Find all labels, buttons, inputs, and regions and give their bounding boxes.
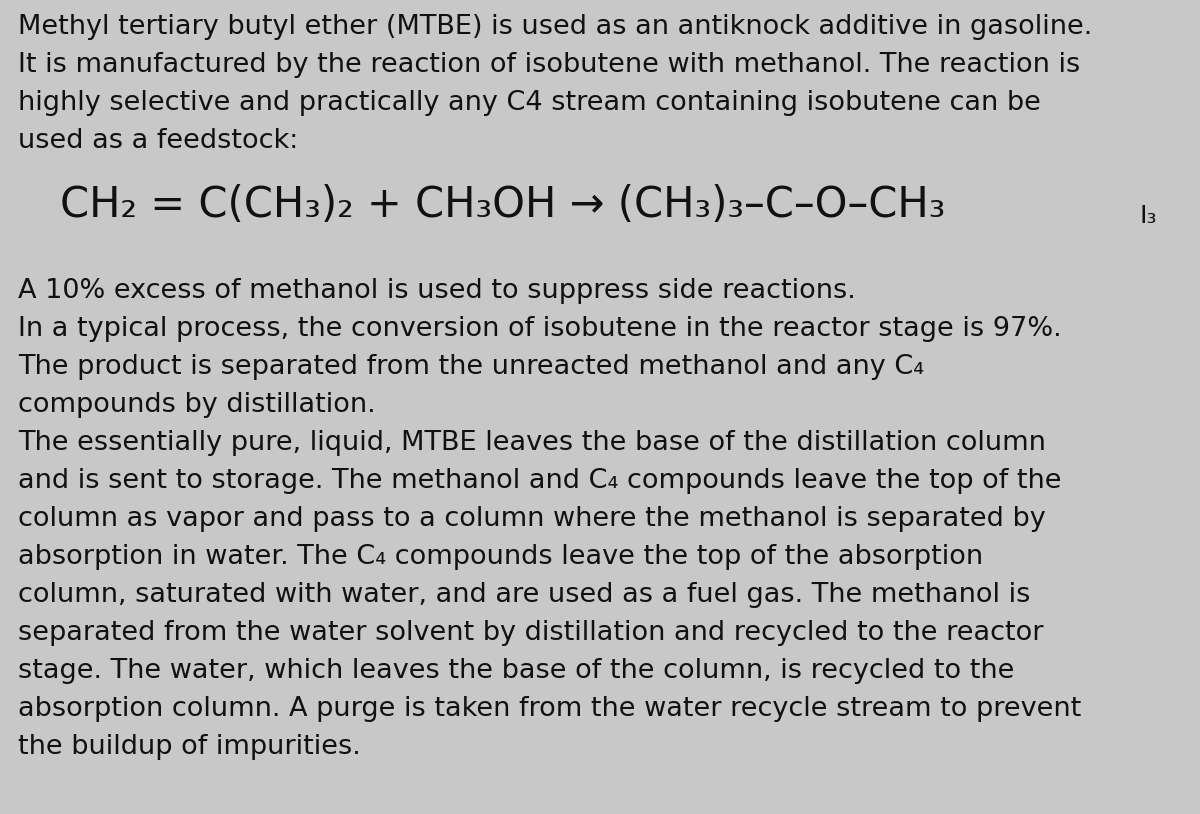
Text: separated from the water solvent by distillation and recycled to the reactor: separated from the water solvent by dist… — [18, 620, 1044, 646]
Text: The product is separated from the unreacted methanol and any C₄: The product is separated from the unreac… — [18, 354, 924, 380]
Text: used as a feedstock:: used as a feedstock: — [18, 128, 299, 154]
Text: Methyl tertiary butyl ether (MTBE) is used as an antiknock additive in gasoline.: Methyl tertiary butyl ether (MTBE) is us… — [18, 14, 1092, 40]
Text: compounds by distillation.: compounds by distillation. — [18, 392, 376, 418]
Text: It is manufactured by the reaction of isobutene with methanol. The reaction is: It is manufactured by the reaction of is… — [18, 52, 1080, 78]
Text: stage. The water, which leaves the base of the column, is recycled to the: stage. The water, which leaves the base … — [18, 658, 1014, 684]
Text: the buildup of impurities.: the buildup of impurities. — [18, 734, 361, 760]
Text: and is sent to storage. The methanol and C₄ compounds leave the top of the: and is sent to storage. The methanol and… — [18, 468, 1062, 494]
Text: I₃: I₃ — [1140, 204, 1158, 228]
Text: The essentially pure, liquid, MTBE leaves the base of the distillation column: The essentially pure, liquid, MTBE leave… — [18, 430, 1046, 456]
Text: CH₂ = C(CH₃)₂ + CH₃OH → (CH₃)₃–C–O–CH₃: CH₂ = C(CH₃)₂ + CH₃OH → (CH₃)₃–C–O–CH₃ — [60, 184, 946, 226]
Text: highly selective and practically any C4 stream containing isobutene can be: highly selective and practically any C4 … — [18, 90, 1040, 116]
Text: column as vapor and pass to a column where the methanol is separated by: column as vapor and pass to a column whe… — [18, 506, 1045, 532]
Text: absorption in water. The C₄ compounds leave the top of the absorption: absorption in water. The C₄ compounds le… — [18, 544, 983, 570]
Text: A 10% excess of methanol is used to suppress side reactions.: A 10% excess of methanol is used to supp… — [18, 278, 856, 304]
Text: column, saturated with water, and are used as a fuel gas. The methanol is: column, saturated with water, and are us… — [18, 582, 1031, 608]
Text: absorption column. A purge is taken from the water recycle stream to prevent: absorption column. A purge is taken from… — [18, 696, 1081, 722]
Text: In a typical process, the conversion of isobutene in the reactor stage is 97%.: In a typical process, the conversion of … — [18, 316, 1062, 342]
